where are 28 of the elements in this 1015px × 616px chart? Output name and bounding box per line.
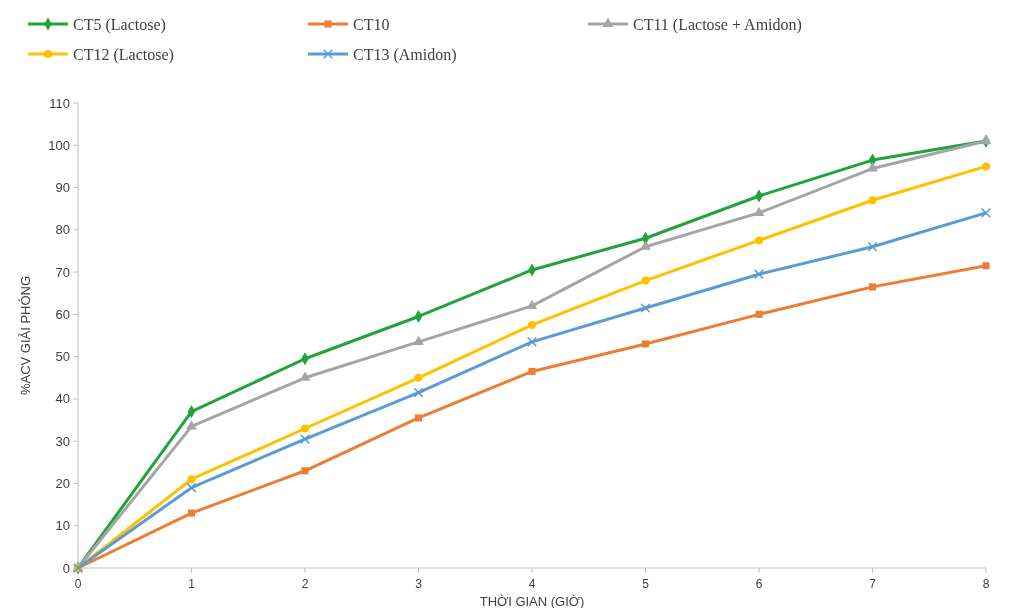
x-tick-label: 3	[415, 577, 423, 591]
y-tick-label: 0	[62, 560, 70, 576]
x-tick-label: 5	[642, 577, 650, 591]
x-tick-label: 8	[982, 577, 990, 591]
legend-label: CT10	[353, 15, 390, 33]
x-tick-label: 2	[301, 577, 309, 591]
y-tick-label: 100	[48, 137, 70, 153]
x-tick-label: 0	[74, 577, 82, 591]
y-tick-label: 20	[55, 476, 70, 491]
y-tick-label: 30	[55, 433, 70, 449]
y-tick-label: 70	[55, 264, 70, 280]
legend-label: CT13 (Amidon)	[353, 45, 457, 64]
x-tick-label: 4	[528, 577, 536, 591]
x-tick-label: 1	[188, 577, 196, 591]
y-tick-label: 90	[55, 180, 70, 196]
y-tick-label: 60	[55, 306, 70, 322]
y-axis-title: %ACV GIẢI PHÓNG	[18, 275, 33, 396]
x-axis-title: THỜI GIAN (GIỜ)	[479, 594, 585, 609]
x-tick-label: 6	[755, 577, 763, 591]
legend-label: CT11 (Lactose + Amidon)	[633, 15, 802, 34]
y-tick-label: 50	[55, 349, 70, 365]
legend-label: CT5 (Lactose)	[73, 15, 166, 34]
y-tick-label: 40	[55, 391, 70, 407]
y-tick-label: 110	[49, 95, 70, 111]
legend-label: CT12 (Lactose)	[73, 45, 174, 64]
y-tick-label: 10	[55, 518, 70, 534]
x-tick-label: 7	[869, 577, 877, 591]
y-tick-label: 80	[55, 222, 70, 238]
